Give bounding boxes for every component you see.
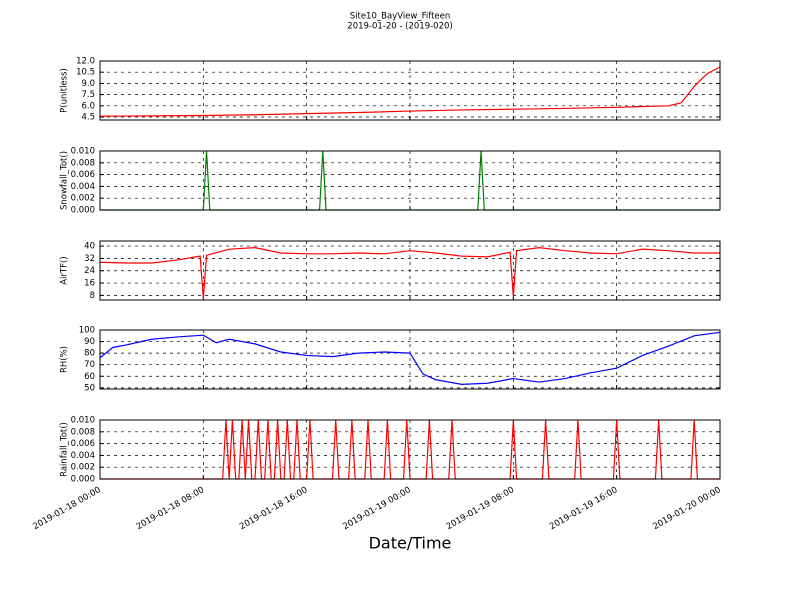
y-tick-label: 0.004 xyxy=(71,182,95,192)
axes-frame xyxy=(99,240,721,301)
y-tick-label: 32 xyxy=(84,254,95,264)
y-axis-label: AirTF() xyxy=(60,256,70,284)
y-tick-label: 50 xyxy=(84,383,95,393)
y-tick-label: 0.008 xyxy=(71,158,95,168)
y-tick-label: 0.010 xyxy=(71,416,95,426)
y-tick-label: 0.006 xyxy=(71,170,95,180)
y-tick-label: 10.5 xyxy=(76,68,95,78)
y-tick-label: 0.010 xyxy=(71,147,95,157)
axes-frame xyxy=(99,329,721,390)
y-axis-label: Snowfall_Tot() xyxy=(60,151,70,210)
y-tick-label: 60 xyxy=(84,372,95,382)
data-line xyxy=(99,66,721,117)
y-tick-label: 0.004 xyxy=(71,451,95,461)
y-axis-label: Rainfall_Tot() xyxy=(60,422,70,477)
y-tick-label: 100 xyxy=(79,326,95,336)
y-tick-label: 0.000 xyxy=(71,475,95,485)
axes-frame xyxy=(99,150,721,211)
y-tick-label: 6.0 xyxy=(81,101,95,111)
y-axis-label: RH(%) xyxy=(60,346,70,373)
y-tick-label: 70 xyxy=(84,360,95,370)
y-tick-label: 8 xyxy=(90,291,95,301)
y-tick-label: 40 xyxy=(84,242,95,252)
axes-frame xyxy=(99,419,721,480)
y-tick-label: 24 xyxy=(84,266,95,276)
y-tick-label: 0.002 xyxy=(71,463,95,473)
data-line xyxy=(99,247,720,299)
y-tick-label: 0.008 xyxy=(71,427,95,437)
y-tick-label: 16 xyxy=(84,279,95,289)
axes-frame xyxy=(99,60,721,121)
y-tick-label: 7.5 xyxy=(81,90,95,100)
y-tick-label: 12.0 xyxy=(76,57,95,67)
y-tick-label: 0.006 xyxy=(71,439,95,449)
data-line xyxy=(99,331,721,385)
y-tick-label: 80 xyxy=(84,349,95,359)
y-tick-label: 4.5 xyxy=(81,113,95,123)
y-axis-label: P(unitless) xyxy=(60,68,70,113)
chart-title: Site10_BayView_Fifteen xyxy=(350,12,451,22)
y-tick-label: 0.002 xyxy=(71,194,95,204)
chart-subtitle: 2019-01-20 - (2019-020) xyxy=(347,22,452,32)
y-tick-label: 9.0 xyxy=(81,79,95,89)
y-tick-label: 90 xyxy=(84,337,95,347)
y-tick-label: 0.000 xyxy=(71,206,95,216)
x-axis-label: Date/Time xyxy=(369,534,452,553)
